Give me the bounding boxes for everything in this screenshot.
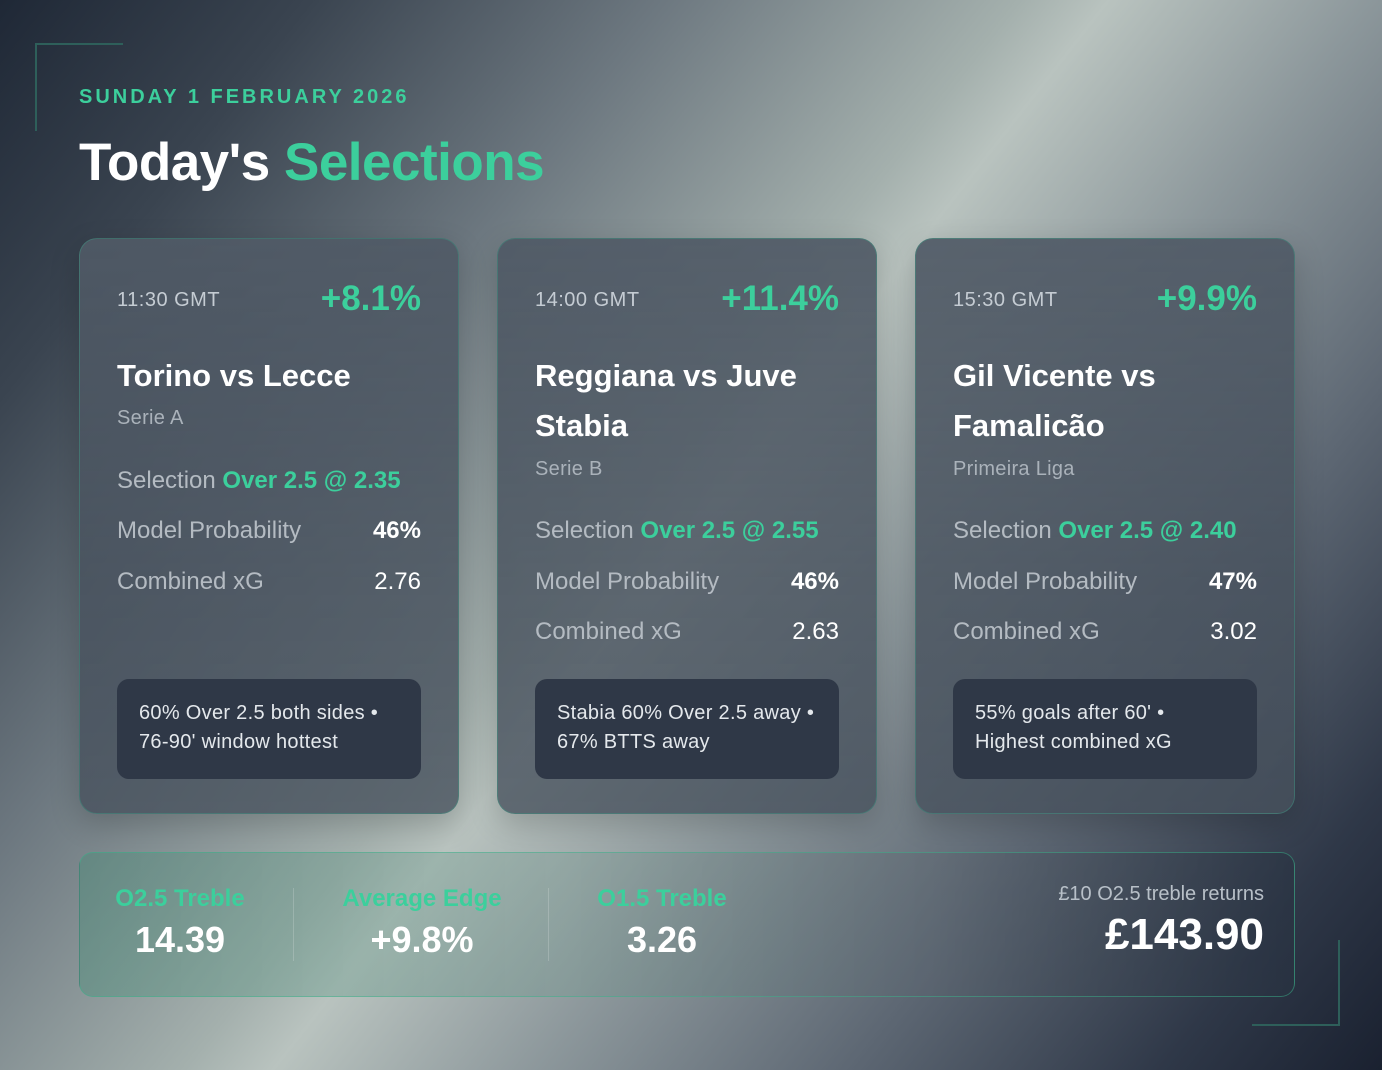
selection-label: Selection <box>953 517 1052 544</box>
edge-value: +9.9% <box>1156 279 1257 318</box>
league-name: Serie A <box>117 407 184 429</box>
selection-row-content: Selection Over 2.5 @ 2.35 <box>117 467 401 495</box>
stat-label: O2.5 Treble <box>115 885 245 912</box>
stat-average-edge: Average Edge +9.8% <box>322 885 522 961</box>
selection-label: Selection <box>535 517 634 544</box>
kickoff-time: 11:30 GMT <box>117 289 221 311</box>
stat-label: O1.5 Treble <box>597 885 727 912</box>
selection-label: Selection <box>117 467 216 494</box>
selection-row: Selection Over 2.5 @ 2.55 <box>535 511 839 551</box>
stat-o15-treble: O1.5 Treble 3.26 <box>562 885 762 961</box>
insight-note: 55% goals after 60' • Highest combined x… <box>953 679 1257 779</box>
probability-label: Model Probability <box>117 517 302 544</box>
treble-returns: £10 O2.5 treble returns £143.90 <box>1058 883 1264 960</box>
probability-value: 46% <box>790 568 839 595</box>
xg-label: Combined xG <box>535 618 682 645</box>
stat-o25-treble: O2.5 Treble 14.39 <box>80 885 280 961</box>
page-title: Today's Selections <box>79 132 545 193</box>
stat-value: 3.26 <box>626 919 698 960</box>
date-label: SUNDAY 1 FEBRUARY 2026 <box>79 86 410 108</box>
probability-row: Model Probability 47% <box>953 562 1257 602</box>
league-name: Primeira Liga <box>953 458 1075 480</box>
stat-divider <box>548 888 549 961</box>
probability-value: 47% <box>1208 568 1257 595</box>
selection-value: Over 2.5 @ 2.40 <box>1058 517 1237 544</box>
selection-value: Over 2.5 @ 2.55 <box>640 517 819 544</box>
match-title: Gil Vicente vs Famalicão <box>953 358 1156 443</box>
returns-value: £143.90 <box>1104 910 1264 959</box>
selection-row-content: Selection Over 2.5 @ 2.55 <box>535 517 819 545</box>
selection-card-3: 15:30 GMT +9.9% Gil Vicente vs Famalicão… <box>915 238 1295 814</box>
edge-value: +8.1% <box>320 279 421 318</box>
xg-row: Combined xG 2.76 <box>117 562 421 602</box>
selection-row-content: Selection Over 2.5 @ 2.40 <box>953 517 1237 545</box>
league-name: Serie B <box>535 458 603 480</box>
probability-row: Model Probability 46% <box>117 511 421 551</box>
stat-divider <box>293 888 294 961</box>
xg-value: 2.63 <box>792 618 839 645</box>
xg-label: Combined xG <box>117 568 264 595</box>
selection-value: Over 2.5 @ 2.35 <box>222 467 401 494</box>
corner-decoration-top-left <box>35 43 123 131</box>
selection-row: Selection Over 2.5 @ 2.40 <box>953 511 1257 551</box>
xg-row: Combined xG 2.63 <box>535 612 839 652</box>
page-title-accent: Selections <box>283 133 545 192</box>
probability-label: Model Probability <box>953 568 1138 595</box>
page-title-main: Today's <box>79 133 270 192</box>
stat-value: 14.39 <box>134 919 226 960</box>
probability-row: Model Probability 46% <box>535 562 839 602</box>
xg-value: 3.02 <box>1210 618 1257 645</box>
summary-bar: O2.5 Treble 14.39 Average Edge +9.8% O1.… <box>79 852 1295 997</box>
xg-value: 2.76 <box>374 568 421 595</box>
insight-note: Stabia 60% Over 2.5 away • 67% BTTS away <box>535 679 839 779</box>
stat-label: Average Edge <box>342 885 502 912</box>
xg-label: Combined xG <box>953 618 1100 645</box>
returns-label: £10 O2.5 treble returns <box>1058 883 1264 905</box>
stat-value: +9.8% <box>370 919 474 960</box>
insight-note: 60% Over 2.5 both sides • 76-90' window … <box>117 679 421 779</box>
kickoff-time: 14:00 GMT <box>535 289 640 311</box>
kickoff-time: 15:30 GMT <box>953 289 1058 311</box>
selection-card-2: 14:00 GMT +11.4% Reggiana vs Juve Stabia… <box>497 238 877 814</box>
match-title: Torino vs Lecce <box>117 358 351 393</box>
edge-value: +11.4% <box>721 279 839 318</box>
selection-card-1: 11:30 GMT +8.1% Torino vs Lecce Serie A … <box>79 238 459 814</box>
selection-row: Selection Over 2.5 @ 2.35 <box>117 461 421 501</box>
xg-row: Combined xG 3.02 <box>953 612 1257 652</box>
probability-value: 46% <box>372 517 421 544</box>
corner-decoration-bottom-right <box>1252 940 1340 1026</box>
match-title: Reggiana vs Juve Stabia <box>535 358 797 443</box>
probability-label: Model Probability <box>535 568 720 595</box>
